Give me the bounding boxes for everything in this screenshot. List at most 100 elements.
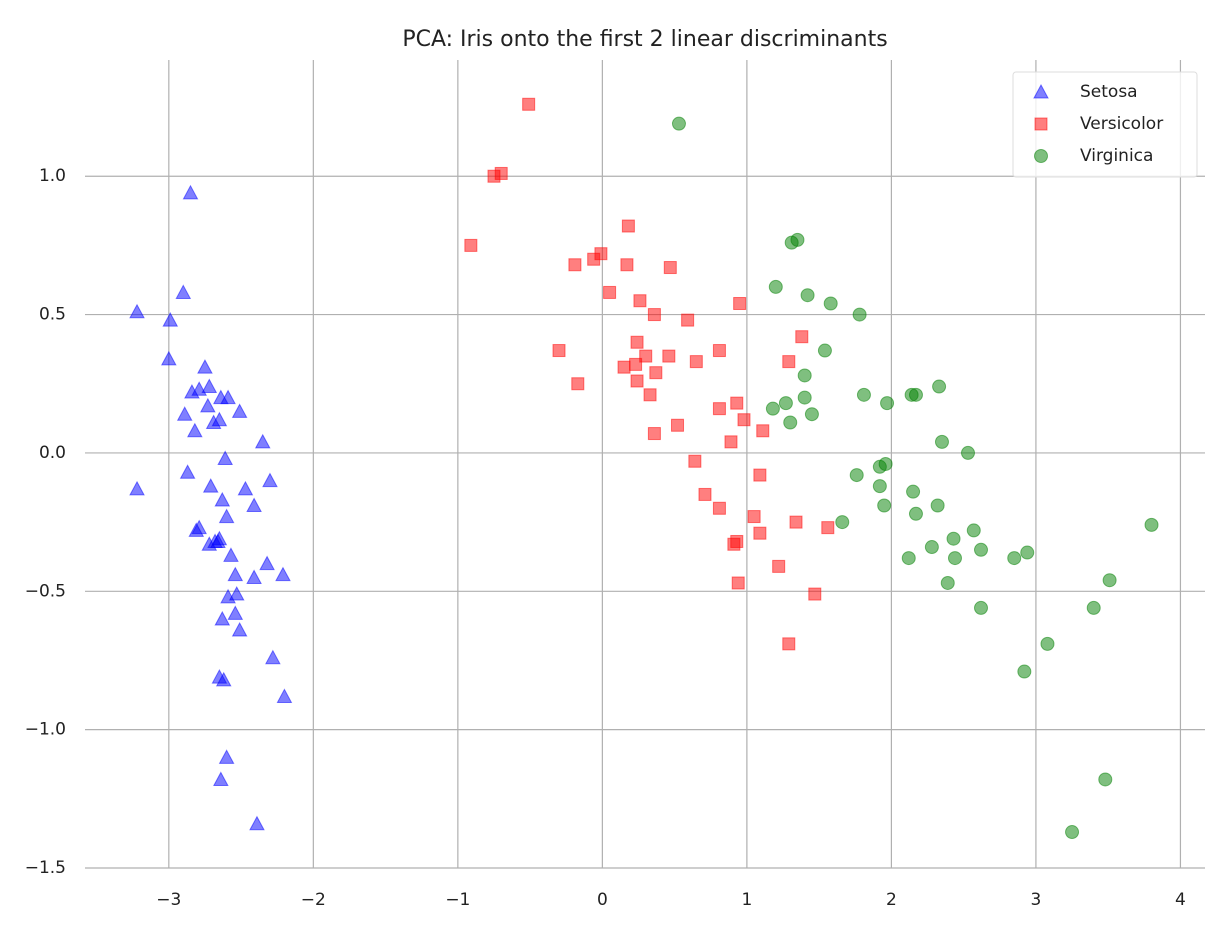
legend-box [1012, 71, 1198, 178]
legend-label: Setosa [1080, 82, 1138, 102]
series [671, 116, 1159, 840]
point [778, 396, 793, 411]
point [1086, 600, 1101, 615]
point [800, 288, 815, 303]
point [218, 749, 235, 764]
point [712, 402, 726, 416]
point [186, 422, 203, 438]
point [930, 498, 945, 513]
point [737, 413, 751, 427]
point [849, 468, 864, 483]
point [808, 587, 822, 601]
point [1017, 664, 1032, 679]
point [1102, 573, 1117, 588]
point [603, 285, 617, 299]
point [878, 457, 893, 471]
point [176, 406, 193, 421]
point [852, 307, 867, 322]
point [643, 388, 657, 402]
point [1007, 551, 1022, 566]
point [179, 464, 196, 479]
legend-marker [1034, 149, 1048, 163]
point [783, 415, 798, 430]
point [908, 506, 923, 521]
legend-marker [1033, 83, 1049, 99]
point [947, 551, 962, 566]
point [946, 531, 961, 546]
point [231, 403, 248, 418]
point [688, 454, 702, 468]
point [940, 575, 955, 590]
point [974, 542, 988, 557]
x-tick-label: 1 [741, 890, 752, 910]
series [129, 184, 293, 831]
point [908, 387, 923, 402]
legend-label: Versicolor [1080, 114, 1163, 134]
point [639, 349, 653, 363]
point [795, 330, 809, 344]
point [571, 377, 585, 391]
point [877, 498, 892, 513]
point [649, 366, 663, 380]
point [1144, 517, 1159, 532]
point [227, 566, 244, 582]
point [464, 238, 478, 252]
point [231, 621, 248, 637]
point [730, 396, 744, 410]
point [262, 472, 278, 488]
point [129, 480, 145, 496]
x-tick-label: 3 [1031, 890, 1042, 910]
legend: Setosa Versicolor Virginica [1012, 71, 1198, 178]
point [932, 379, 947, 394]
point [835, 515, 850, 530]
point [906, 484, 921, 499]
point [934, 434, 949, 449]
point [789, 515, 803, 529]
point [630, 335, 644, 349]
point [712, 344, 726, 358]
point [974, 600, 988, 615]
point [747, 510, 761, 524]
point [210, 533, 226, 548]
point [276, 688, 293, 703]
point [663, 261, 677, 275]
point [254, 433, 271, 449]
point [1020, 545, 1035, 560]
point [671, 116, 686, 131]
point [924, 540, 939, 555]
point [630, 374, 644, 388]
y-tick-label: 0.5 [39, 305, 66, 325]
point [724, 435, 738, 449]
point [681, 313, 695, 327]
point [753, 526, 767, 540]
point [784, 235, 799, 250]
point [782, 355, 796, 369]
point [772, 559, 786, 573]
point [753, 468, 767, 482]
point [594, 247, 608, 261]
point [966, 523, 981, 538]
point [200, 397, 216, 413]
point [1098, 772, 1113, 787]
point [246, 569, 262, 584]
point [817, 343, 832, 358]
point [202, 478, 219, 493]
x-tick-label: −2 [301, 890, 326, 910]
point [197, 359, 213, 374]
point [821, 521, 835, 535]
y-tick-label: −1.5 [25, 858, 66, 878]
point [804, 407, 819, 422]
point [617, 360, 631, 374]
point [214, 491, 231, 507]
x-tick-label: 0 [597, 890, 608, 910]
y-tick-label: 1.0 [39, 166, 66, 186]
point [218, 508, 235, 524]
point [629, 357, 643, 371]
point [201, 378, 218, 394]
point [647, 427, 661, 441]
point [227, 605, 244, 620]
point [220, 588, 236, 604]
x-tick-label: −1 [445, 890, 470, 910]
point [213, 771, 229, 786]
chart-title: PCA: Iris onto the first 2 linear discri… [402, 27, 887, 52]
